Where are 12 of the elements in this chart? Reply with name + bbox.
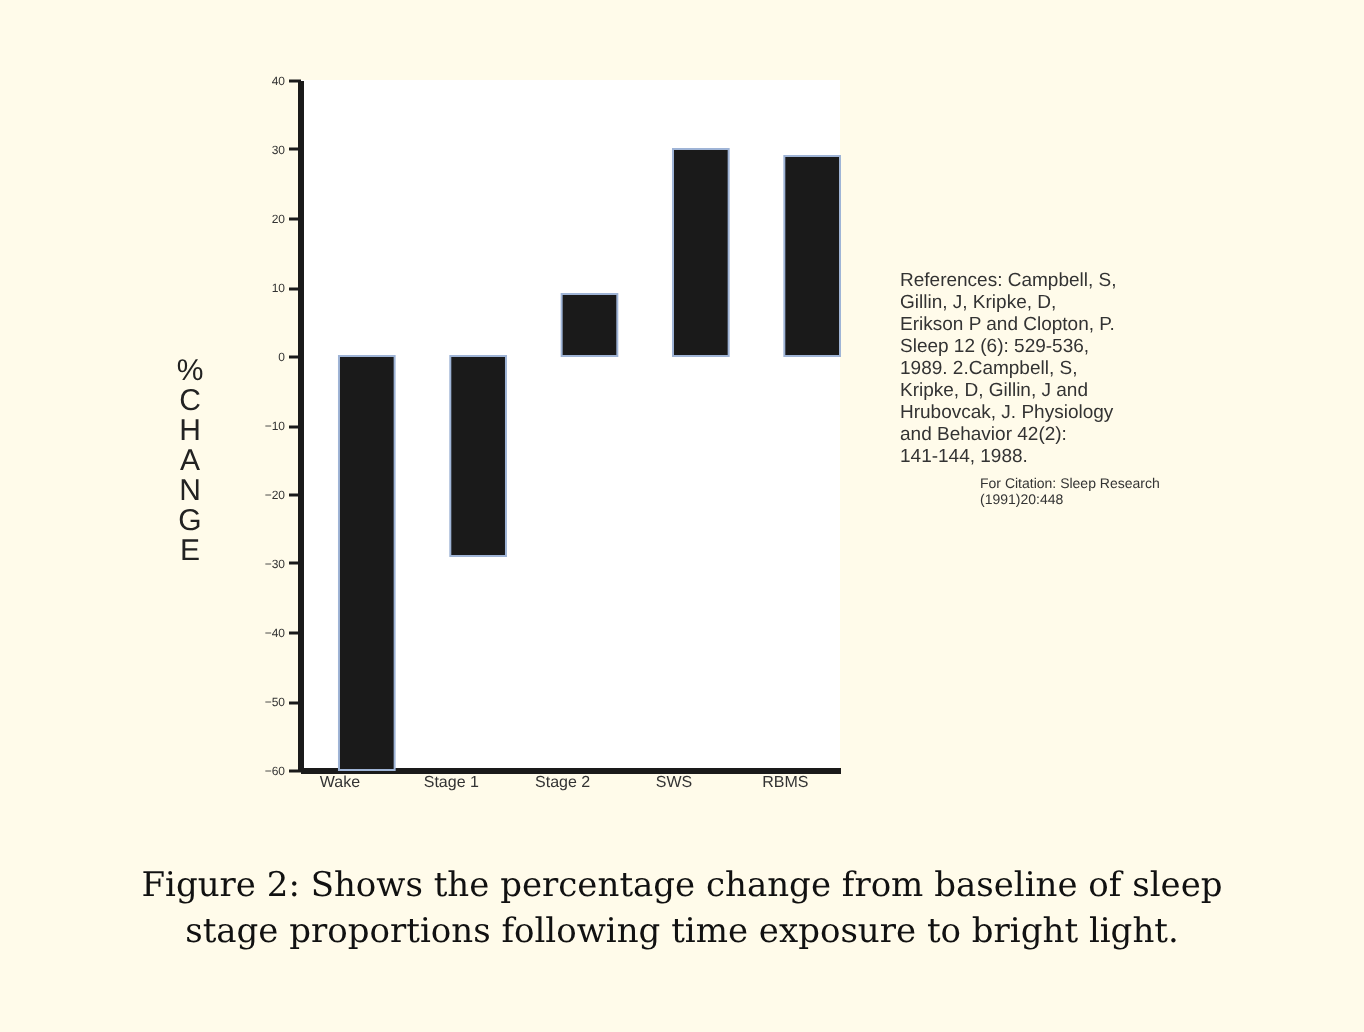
x-tick-label: Stage 2 (535, 773, 592, 791)
bar (783, 154, 841, 357)
x-tick-label: RBMS (762, 773, 809, 791)
bar (560, 292, 619, 357)
x-tick-label: Stage 1 (423, 773, 480, 791)
bar (671, 148, 730, 357)
x-tick-label: Wake (319, 773, 362, 791)
bar (449, 355, 507, 558)
text: References: Campbell, S, Gillin, J, Kripke, D, Erikson P and Clopton, P. Sleep 12 (6): 529-536, 1989. 2.Campbell, S, Kripke, D, Gillin, J and Hrubovcak, J. Physiology and Behavior 42(2): 141-144, 1988. (900, 270, 1117, 468)
x-tick-label: SWS (655, 773, 693, 791)
y-axis-title: % CHANGE (176, 353, 204, 568)
caption: Figure 2: Shows the percentage change from baseline of sleep stage proportions following time exposure to bright light. (141, 866, 1223, 952)
